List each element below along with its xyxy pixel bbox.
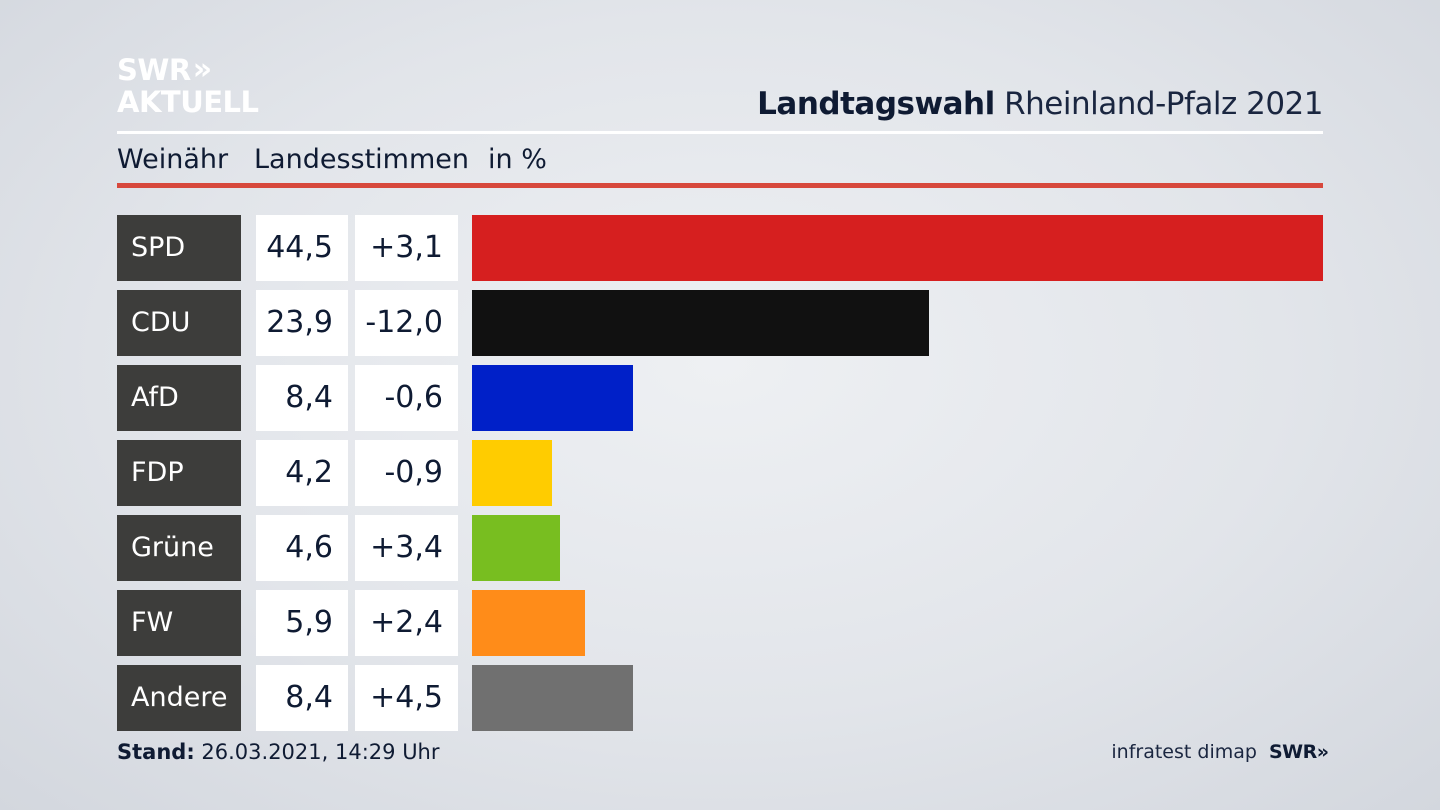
vote-share-label: 8,4: [256, 365, 348, 431]
party-label: Grüne: [117, 515, 241, 581]
vote-change-label: +4,5: [355, 665, 458, 731]
result-row: FW 5,9 +2,4: [117, 590, 1323, 656]
vote-change-label: -0,6: [355, 365, 458, 431]
vote-share-label: 23,9: [256, 290, 348, 356]
vote-change-label: +3,1: [355, 215, 458, 281]
vote-type-label: Landesstimmen: [254, 144, 469, 175]
swr-aktuell-logo: SWR » AKTUELL: [117, 52, 259, 119]
vote-share-bar: [472, 440, 552, 506]
swr-footer-chevrons-icon: »: [1316, 741, 1330, 763]
result-row: SPD 44,5 +3,1: [117, 215, 1323, 281]
title-normal: Rheinland-Pfalz 2021: [1004, 86, 1323, 122]
logo-line2: AKTUELL: [117, 85, 259, 119]
party-label: FDP: [117, 440, 241, 506]
party-label: CDU: [117, 290, 241, 356]
vote-share-label: 44,5: [256, 215, 348, 281]
party-label: Andere: [117, 665, 241, 731]
vote-share-bar: [472, 590, 585, 656]
stand-value: 26.03.2021, 14:29 Uhr: [201, 740, 440, 764]
source-label: infratest dimap: [1111, 741, 1257, 763]
vote-share-label: 8,4: [256, 665, 348, 731]
timestamp: Stand: 26.03.2021, 14:29 Uhr: [117, 740, 440, 764]
vote-change-label: -12,0: [355, 290, 458, 356]
vote-change-label: +3,4: [355, 515, 458, 581]
vote-share-bar: [472, 365, 633, 431]
vote-share-bar: [472, 215, 1323, 281]
logo-line1: SWR: [117, 53, 191, 87]
result-row: FDP 4,2 -0,9: [117, 440, 1323, 506]
logo-chevrons-icon: »: [192, 52, 213, 87]
result-row: Grüne 4,6 +3,4: [117, 515, 1323, 581]
swr-footer-text: SWR: [1268, 741, 1317, 763]
vote-share-label: 4,6: [256, 515, 348, 581]
unit-label: in %: [488, 144, 547, 175]
result-row: AfD 8,4 -0,6: [117, 365, 1323, 431]
region-label: Weinähr: [117, 144, 229, 175]
accent-divider: [117, 183, 1323, 188]
vote-share-label: 4,2: [256, 440, 348, 506]
page-title: Landtagswahl Rheinland-Pfalz 2021: [757, 86, 1323, 122]
stand-label: Stand:: [117, 740, 195, 764]
source-credit: infratest dimap SWR»: [1111, 741, 1330, 763]
swr-footer-logo: SWR»: [1268, 741, 1330, 763]
header-divider: [117, 131, 1323, 134]
vote-share-bar: [472, 290, 929, 356]
result-row: Andere 8,4 +4,5: [117, 665, 1323, 731]
party-label: AfD: [117, 365, 241, 431]
vote-change-label: -0,9: [355, 440, 458, 506]
title-bold: Landtagswahl: [757, 86, 995, 122]
result-row: CDU 23,9 -12,0: [117, 290, 1323, 356]
party-label: SPD: [117, 215, 241, 281]
vote-change-label: +2,4: [355, 590, 458, 656]
vote-share-bar: [472, 665, 633, 731]
party-label: FW: [117, 590, 241, 656]
vote-share-bar: [472, 515, 560, 581]
vote-share-label: 5,9: [256, 590, 348, 656]
